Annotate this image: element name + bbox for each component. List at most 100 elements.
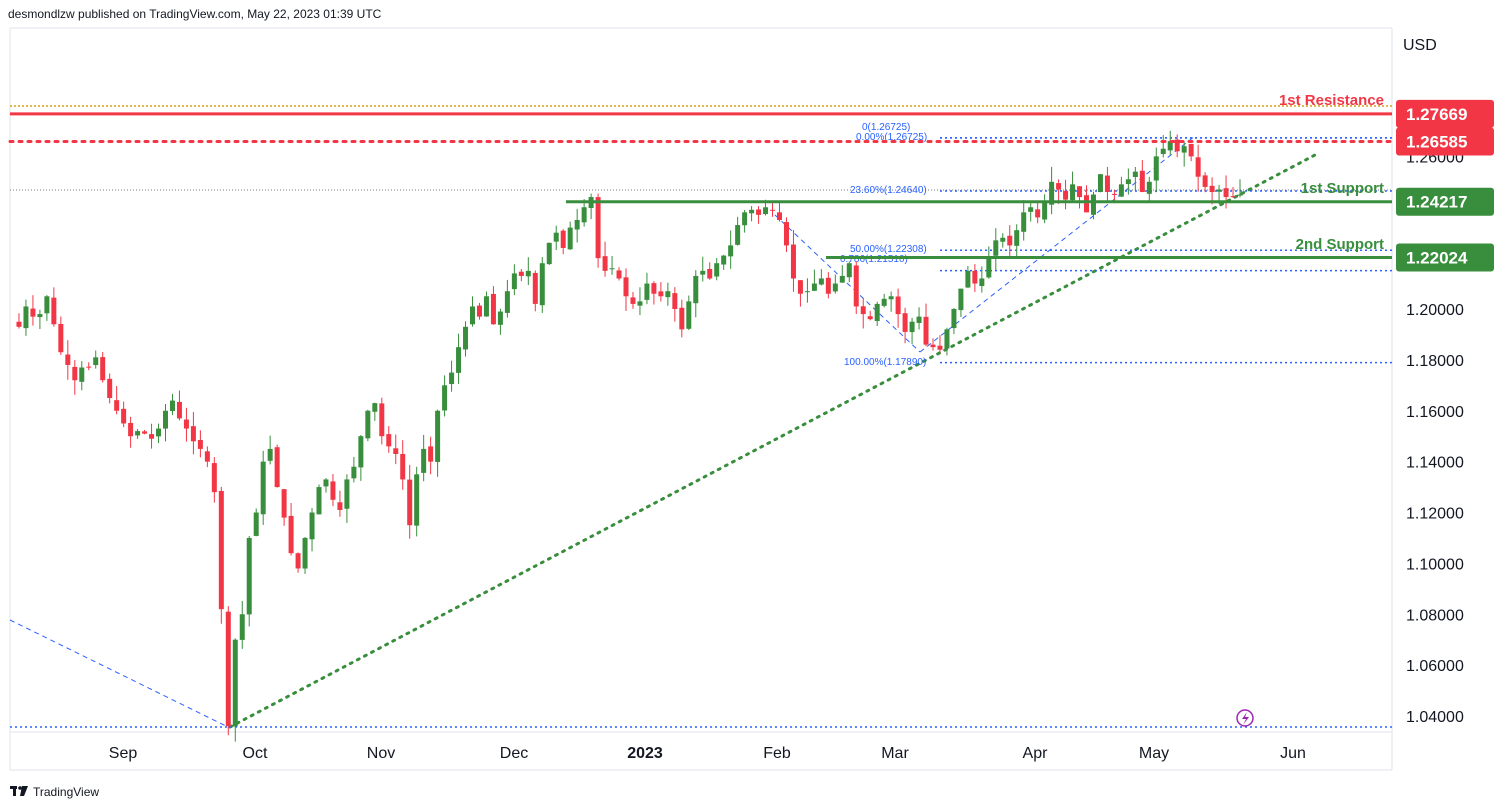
candle-body bbox=[295, 553, 301, 569]
fib-swing-line-down bbox=[774, 214, 921, 353]
candle-body bbox=[951, 309, 957, 329]
candle-body bbox=[909, 321, 915, 333]
candle-body bbox=[142, 431, 148, 434]
fibonacci-retracement[interactable]: 0(1.26725)0.00%(1.26725) 23.60%(1.24640) 5… bbox=[840, 122, 1392, 368]
candle-body bbox=[323, 479, 329, 487]
candle-body bbox=[1139, 170, 1145, 192]
candle-body bbox=[644, 283, 650, 300]
time-tick-label: Nov bbox=[367, 745, 395, 762]
time-axis[interactable]: Sep Oct Nov Dec 2023 Feb Mar Apr May Jun bbox=[109, 745, 1306, 762]
candle-body bbox=[260, 461, 266, 515]
candle-body bbox=[630, 297, 636, 304]
candle-body bbox=[1202, 175, 1208, 187]
candle-body bbox=[818, 278, 824, 285]
candle-body bbox=[386, 434, 392, 447]
support-2-badge bbox=[1396, 243, 1494, 272]
price-tick-label: 1.10000 bbox=[1406, 556, 1464, 573]
candle-body bbox=[344, 479, 350, 509]
candle-body bbox=[944, 329, 950, 349]
candle-body bbox=[449, 372, 455, 385]
candle-body bbox=[881, 298, 887, 306]
resistance-2-badge bbox=[1396, 127, 1494, 156]
time-tick-label: Oct bbox=[243, 745, 268, 762]
candle-body bbox=[204, 451, 210, 462]
candle-body bbox=[407, 479, 413, 526]
candle-body bbox=[895, 296, 901, 315]
candle-body bbox=[358, 436, 364, 468]
candle-body bbox=[100, 357, 106, 381]
candle-body bbox=[476, 305, 482, 317]
lightning-icon[interactable] bbox=[1236, 709, 1254, 727]
candle-body bbox=[470, 306, 475, 325]
candle-body bbox=[839, 275, 845, 283]
candle-body bbox=[902, 313, 908, 332]
candle-body bbox=[1090, 194, 1096, 215]
candle-body bbox=[742, 212, 748, 226]
candle-body bbox=[65, 354, 71, 365]
candle-body bbox=[728, 245, 734, 257]
candle-body bbox=[163, 410, 168, 429]
price-tick-label: 1.06000 bbox=[1406, 658, 1464, 675]
candle-body bbox=[777, 212, 782, 220]
candle-body bbox=[539, 263, 545, 306]
candle-body bbox=[637, 301, 643, 306]
trend-lines bbox=[9, 105, 1392, 729]
candle-body bbox=[400, 453, 406, 480]
price-tick-label: 1.04000 bbox=[1406, 709, 1464, 726]
candle-body bbox=[574, 219, 580, 230]
candle-body bbox=[435, 410, 441, 462]
candle-body bbox=[846, 263, 852, 278]
candle-body bbox=[1188, 143, 1194, 157]
candle-body bbox=[1063, 190, 1069, 200]
candle-body bbox=[197, 440, 203, 449]
candle-body bbox=[874, 303, 880, 321]
support-1-label: 1st Support bbox=[1301, 180, 1384, 197]
candle-body bbox=[581, 207, 587, 223]
candle-body bbox=[700, 270, 706, 275]
candle-body bbox=[679, 307, 685, 330]
candle-body bbox=[560, 230, 566, 248]
support-resistance-levels[interactable]: 1st Resistance 1.27669 1.26585 1st Support 1… bbox=[8, 92, 1494, 272]
candle-body bbox=[651, 283, 657, 294]
time-tick-label: Apr bbox=[1023, 745, 1049, 762]
candle-body bbox=[658, 291, 664, 297]
candle-body bbox=[867, 316, 873, 320]
candle-body bbox=[749, 209, 755, 214]
candle-body bbox=[1146, 181, 1152, 194]
candle-body bbox=[930, 344, 936, 348]
candle-body bbox=[721, 255, 727, 265]
candle-body bbox=[860, 306, 866, 315]
candle-body bbox=[916, 316, 922, 323]
candlestick-series bbox=[16, 130, 1243, 742]
candle-body bbox=[958, 288, 964, 311]
candle-body bbox=[783, 222, 789, 246]
time-tick-label: Sep bbox=[109, 745, 138, 762]
candle-body bbox=[735, 225, 741, 245]
candle-body bbox=[253, 512, 259, 536]
support-1-badge-value: 1.24217 bbox=[1406, 193, 1467, 212]
candle-body bbox=[288, 515, 294, 554]
candle-body bbox=[986, 258, 992, 278]
time-tick-label: Mar bbox=[881, 745, 909, 762]
candle-body bbox=[672, 293, 678, 309]
candle-body bbox=[156, 428, 162, 437]
candle-body bbox=[218, 490, 224, 610]
candle-body bbox=[532, 272, 538, 304]
candle-body bbox=[937, 345, 943, 350]
candle-body bbox=[1097, 174, 1103, 192]
fib-level-label: 100.00%(1.17890) bbox=[844, 357, 926, 368]
candle-body bbox=[1056, 183, 1062, 190]
candle-body bbox=[414, 474, 420, 526]
candle-body bbox=[463, 326, 469, 350]
fib-swing-line-up bbox=[919, 135, 1196, 353]
candle-body bbox=[239, 614, 245, 640]
candle-body bbox=[93, 357, 99, 366]
candle-body bbox=[1007, 235, 1013, 246]
resistance-1-label: 1st Resistance bbox=[1279, 92, 1384, 109]
candle-body bbox=[804, 291, 810, 293]
candle-body bbox=[1104, 175, 1110, 192]
fib-level-label: 0.00%(1.26725) bbox=[856, 132, 927, 143]
price-tick-label: 1.18000 bbox=[1406, 353, 1464, 370]
candle-body bbox=[169, 400, 175, 412]
